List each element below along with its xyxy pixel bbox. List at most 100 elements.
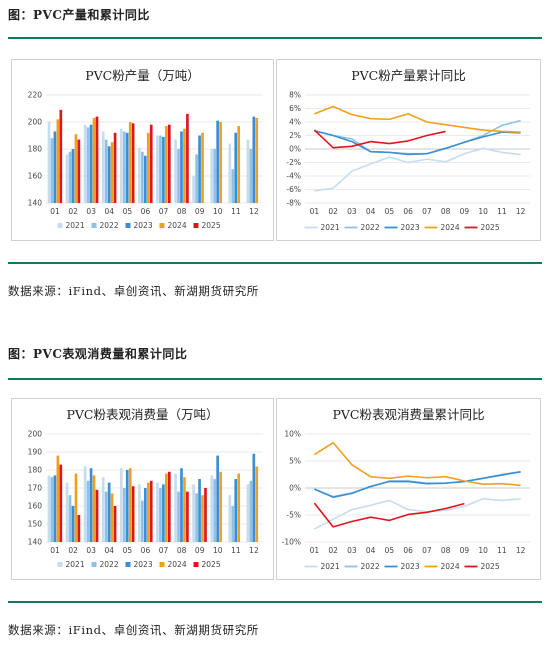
legend-label-2022: 2022 <box>361 223 380 232</box>
series-line-2023 <box>314 130 521 156</box>
series-line-2024 <box>313 441 521 487</box>
bar-2023-04 <box>107 146 111 203</box>
x-tick-label: 11 <box>497 207 507 216</box>
bar-2025-07 <box>167 124 171 203</box>
x-tick-label: 08 <box>441 207 451 216</box>
y-tick-label: 170 <box>28 484 43 493</box>
bar-2021-04 <box>101 477 105 542</box>
x-tick-label: 07 <box>159 207 169 216</box>
bar-2022-05 <box>122 131 126 203</box>
y-tick-label: -6% <box>286 185 301 194</box>
y-tick-label: 140 <box>28 538 43 547</box>
x-tick-label: 12 <box>249 546 259 555</box>
bar-2023-07 <box>162 136 165 203</box>
production-yoy-chart: PVC粉产量累计同比 -8% -6% -4% -2% 0% 2% 4% 6% 8% 01 02 03 04… <box>286 68 530 232</box>
bar-2025-08 <box>186 113 189 203</box>
legend-swatch-2022 <box>91 562 97 567</box>
bar-2021-08 <box>174 473 177 542</box>
x-tick-label: 05 <box>385 546 395 555</box>
bar-2024-10 <box>219 122 222 203</box>
bar-2023-01 <box>53 131 57 203</box>
y-tick-label: 4% <box>289 118 301 127</box>
legend-swatch-2021 <box>57 562 63 567</box>
section-2-title: 图：PVC表观消费量和累计同比 <box>8 347 188 361</box>
bar-2021-09 <box>192 176 195 203</box>
bar-2023-06 <box>143 155 147 203</box>
bar-2021-12 <box>246 484 250 542</box>
legend-label-2025: 2025 <box>202 560 221 569</box>
legend-swatch-2024 <box>159 223 165 228</box>
bar-2024-05 <box>128 122 132 203</box>
bar-2022-04 <box>104 491 108 542</box>
bar-2025-03 <box>95 116 99 203</box>
section-2-bottom-rule <box>8 601 542 603</box>
x-tick-label: 01 <box>50 207 60 216</box>
bar-2022-05 <box>122 488 126 542</box>
y-tick-label: 180 <box>28 466 43 475</box>
bar-2023-12 <box>252 453 256 542</box>
bar-2021-08 <box>174 139 177 203</box>
bar-2022-02 <box>68 151 72 203</box>
chart-title: PVC粉表观消费量累计同比 <box>332 407 484 422</box>
x-tick-label: 06 <box>141 207 151 216</box>
legend-label-2024: 2024 <box>168 560 187 569</box>
legend-label-2025: 2025 <box>202 221 221 230</box>
y-tick-label: 150 <box>28 520 43 529</box>
x-tick-label: 11 <box>497 546 507 555</box>
bar-2022-07 <box>159 135 162 203</box>
legend-label-2021: 2021 <box>66 221 85 230</box>
bar-2024-08 <box>183 477 186 542</box>
legend-label-2021: 2021 <box>321 223 340 232</box>
x-tick-label: 02 <box>328 207 338 216</box>
bar-2021-03 <box>83 124 87 203</box>
x-tick-label: 07 <box>422 207 432 216</box>
x-tick-label: 05 <box>123 546 133 555</box>
bar-2023-03 <box>89 124 93 203</box>
bar-2025-02 <box>77 515 81 542</box>
y-tick-label: 190 <box>28 448 43 457</box>
y-tick-label: -8% <box>286 199 301 208</box>
y-tick-label: 140 <box>28 199 43 208</box>
x-tick-label: 05 <box>123 207 133 216</box>
x-tick-label: 01 <box>50 546 60 555</box>
bar-2024-02 <box>74 134 78 203</box>
x-tick-label: 10 <box>478 546 488 555</box>
bar-2023-09 <box>198 135 201 203</box>
bar-2022-07 <box>159 488 162 542</box>
bar-2021-07 <box>156 482 159 542</box>
bar-2022-01 <box>50 138 54 203</box>
x-tick-label: 12 <box>516 546 526 555</box>
legend-label-2021: 2021 <box>321 562 340 571</box>
bar-2022-08 <box>177 149 180 203</box>
bar-2022-09 <box>195 493 198 542</box>
bar-2021-10 <box>210 475 214 542</box>
y-tick-label: -10% <box>282 538 301 547</box>
bar-2023-02 <box>71 149 75 203</box>
bar-2025-03 <box>95 489 99 542</box>
legend-swatch-2025 <box>193 223 199 228</box>
consumption-yoy-panel: PVC粉表观消费量累计同比 -10% -5% 0% 5% 10% 01 02 03 04 05 06 0… <box>276 398 541 580</box>
x-tick-label: 01 <box>310 546 320 555</box>
bar-2023-07 <box>162 484 165 542</box>
y-tick-label: 0% <box>289 484 301 493</box>
x-tick-label: 09 <box>460 207 470 216</box>
production-yoy-panel: PVC粉产量累计同比 -8% -6% -4% -2% 0% 2% 4% 6% 8% 01 02 03 04… <box>276 59 541 241</box>
bar-2024-08 <box>183 128 186 203</box>
bar-2024-03 <box>92 117 96 203</box>
y-tick-label: 200 <box>28 430 43 439</box>
bar-2024-04 <box>110 142 114 203</box>
legend-label-2025: 2025 <box>481 223 500 232</box>
bar-2023-11 <box>234 479 238 542</box>
x-tick-label: 06 <box>403 207 413 216</box>
x-tick-label: 09 <box>460 546 470 555</box>
x-tick-label: 05 <box>385 207 395 216</box>
x-tick-label: 10 <box>213 546 223 555</box>
x-tick-label: 08 <box>441 546 451 555</box>
bar-2021-11 <box>228 495 232 542</box>
y-tick-label: 180 <box>28 145 43 154</box>
x-tick-label: 04 <box>366 546 376 555</box>
bar-2024-05 <box>128 468 132 542</box>
bar-2023-06 <box>143 488 147 542</box>
section-1-title: 图：PVC产量和累计同比 <box>8 8 150 22</box>
x-tick-label: 12 <box>249 207 259 216</box>
